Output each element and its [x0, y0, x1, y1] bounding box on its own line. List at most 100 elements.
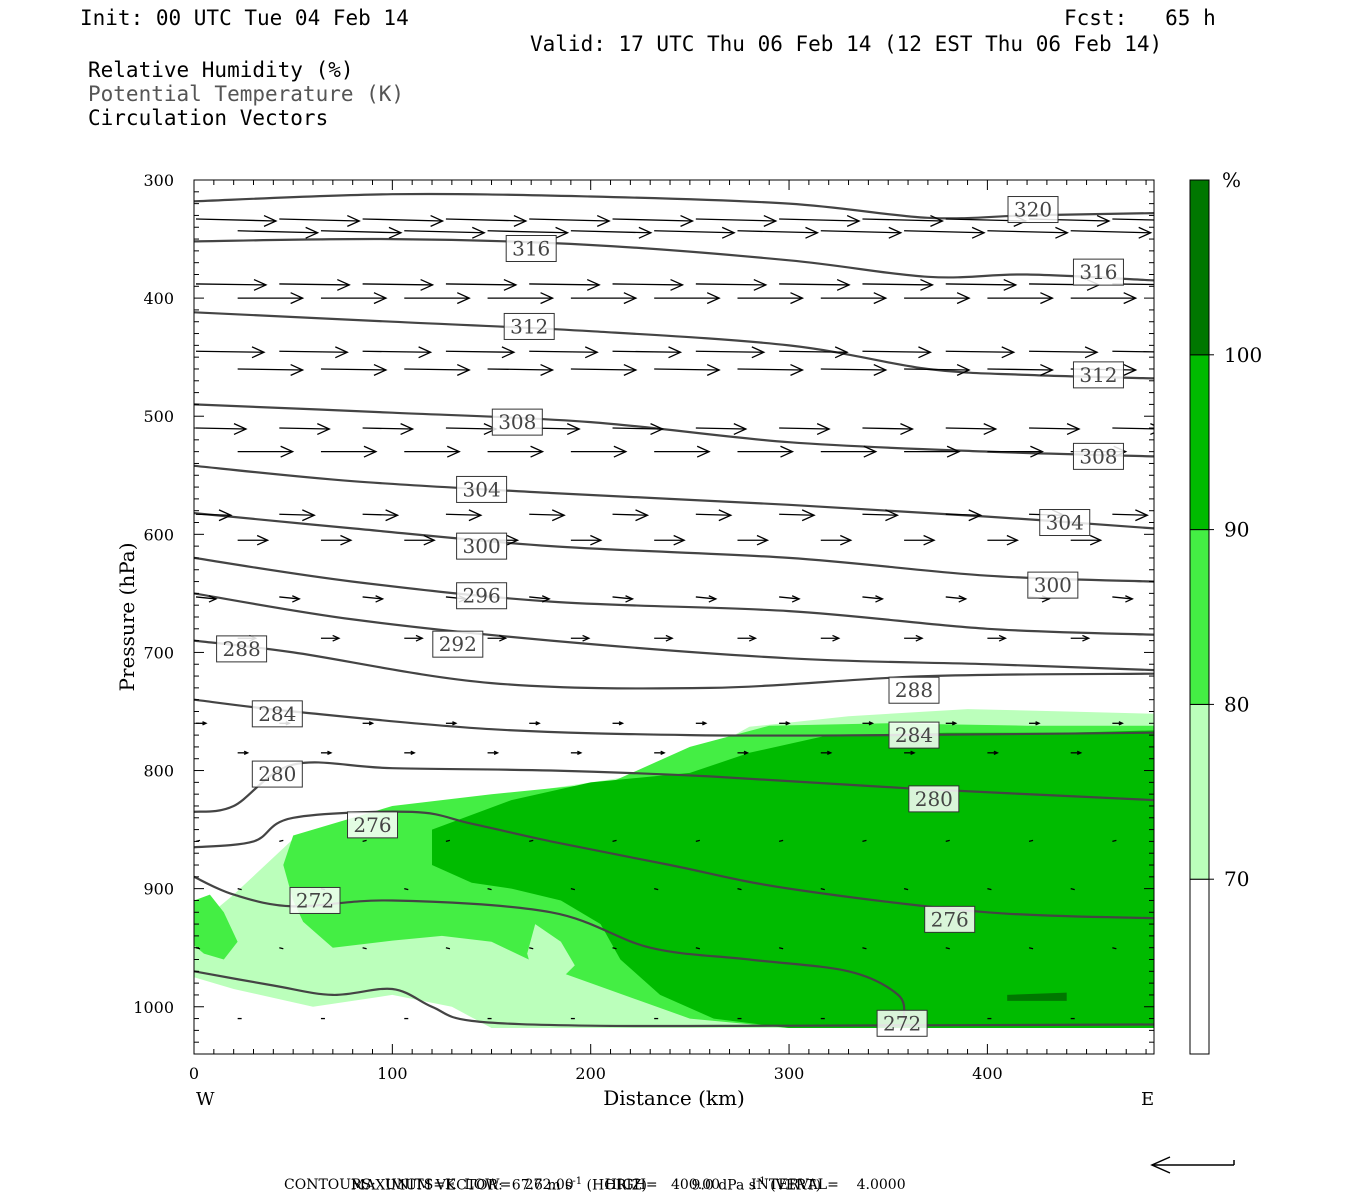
vector-arrow	[862, 509, 900, 522]
vector-arrow	[487, 750, 500, 755]
vector-arrow	[820, 634, 841, 642]
vector-arrow	[445, 721, 458, 726]
vector-arrow	[195, 595, 218, 603]
vector-arrow	[779, 721, 791, 726]
vector-arrow	[612, 278, 685, 291]
max-horiz-value: 67.6 m s	[511, 1177, 573, 1194]
vector-arrow	[570, 226, 653, 239]
theta-contour-296	[194, 556, 1154, 636]
vector-arrow	[612, 423, 665, 436]
vector-arrow	[320, 226, 403, 239]
x-tick-label: 0	[189, 1064, 199, 1083]
vector-arrow	[445, 214, 528, 227]
field-rh-title: Relative Humidity (%)	[88, 58, 354, 82]
vector-arrow	[779, 214, 861, 227]
vector-arrow	[945, 346, 1016, 359]
max-vector-arrow	[1150, 1156, 1235, 1174]
vector-arrow	[195, 214, 278, 227]
vector-arrow	[570, 445, 628, 458]
vector-arrow	[695, 595, 718, 603]
rh-region-90-3	[432, 730, 1154, 1028]
vector-arrow	[279, 214, 361, 227]
theta-contour-272	[194, 875, 906, 1019]
vector-arrow	[404, 445, 461, 458]
vector-arrow	[612, 721, 625, 726]
x-tick-label: 300	[774, 1064, 805, 1083]
x-tick-label: 200	[575, 1064, 606, 1083]
svg-text:308: 308	[498, 410, 536, 434]
east-label: E	[1141, 1089, 1154, 1110]
vector-arrow	[862, 346, 933, 359]
vector-arrow	[945, 509, 983, 522]
vector-arrow	[987, 634, 1007, 642]
vector-arrow	[237, 363, 305, 376]
vector-arrow	[737, 226, 820, 239]
y-tick-label: 1000	[133, 998, 174, 1017]
vector-arrow	[1029, 423, 1081, 436]
vector-arrow	[195, 423, 248, 436]
vector-arrow	[362, 947, 367, 950]
vector-arrow	[362, 721, 375, 726]
svg-text:284: 284	[258, 702, 296, 726]
vector-arrow	[1070, 634, 1091, 642]
max-vert-value: 9.0 dPa s	[691, 1177, 756, 1194]
vector-arrow	[779, 595, 801, 603]
vector-arrow	[612, 509, 650, 522]
vector-arrow	[279, 595, 301, 603]
vector-arrow	[570, 534, 603, 546]
theta-contour-268	[194, 970, 1154, 1028]
colorbar-label: 80	[1224, 692, 1249, 716]
vector-arrow	[1070, 226, 1153, 239]
valid-time: Valid: 17 UTC Thu 06 Feb 14 (12 EST Thu …	[530, 32, 1163, 56]
vector-arrow	[612, 595, 635, 603]
vector-arrow	[695, 423, 748, 436]
contour-label-316-1: 316	[1072, 258, 1124, 286]
vector-arrow	[1029, 346, 1099, 359]
horiz-exponent: -1	[572, 1176, 583, 1187]
contour-label-284-1: 284	[888, 721, 940, 749]
svg-text:288: 288	[223, 637, 261, 661]
vector-arrow	[654, 888, 659, 891]
vector-arrow	[654, 226, 736, 239]
rh-region-70-4	[527, 924, 575, 989]
colorbar-segment-4	[1189, 179, 1210, 356]
axis-tick-labels: 0 100 200 300 400 300 400 500 600 700 800 900 1000	[133, 171, 1002, 1083]
vector-arrow	[987, 534, 1019, 546]
vector-arrow	[1112, 947, 1117, 950]
max-vector-label: MAXIMUM VECTOR:	[350, 1177, 503, 1194]
vector-arrow	[320, 750, 333, 755]
vector-arrow	[904, 226, 986, 239]
vector-arrow	[820, 534, 853, 546]
rh-region-70-7	[1037, 38, 1154, 62]
svg-text:280: 280	[258, 762, 296, 786]
vector-arrow	[695, 839, 700, 843]
vert-exponent: -1	[755, 1176, 766, 1187]
vector-arrow	[237, 292, 305, 305]
vector-arrow	[279, 839, 284, 843]
svg-text:296: 296	[463, 584, 501, 608]
vector-arrow	[737, 445, 795, 458]
vector-arrow	[404, 363, 471, 376]
vector-arrow	[945, 423, 998, 436]
vector-arrow	[612, 346, 683, 359]
vector-arrow	[404, 750, 416, 755]
svg-text:276: 276	[931, 907, 969, 931]
vector-arrow	[862, 947, 867, 950]
vector-arrow	[612, 839, 617, 843]
vector-arrow	[695, 721, 708, 726]
vector-arrow	[362, 278, 435, 291]
svg-text:280: 280	[915, 787, 953, 811]
y-tick-label: 900	[143, 880, 174, 899]
vector-arrow	[820, 226, 903, 239]
theta-contour-288	[194, 639, 1154, 690]
field-vector-title: Circulation Vectors	[88, 106, 329, 130]
vector-arrow	[1112, 423, 1154, 436]
vector-arrow	[737, 534, 770, 546]
vector-arrow	[487, 363, 555, 376]
contour-label-272-0: 272	[289, 886, 341, 914]
vector-arrow	[195, 509, 233, 522]
rh-region-100-8	[1007, 992, 1067, 1001]
y-tick-label: 400	[143, 289, 174, 308]
vector-arrow	[695, 346, 766, 359]
